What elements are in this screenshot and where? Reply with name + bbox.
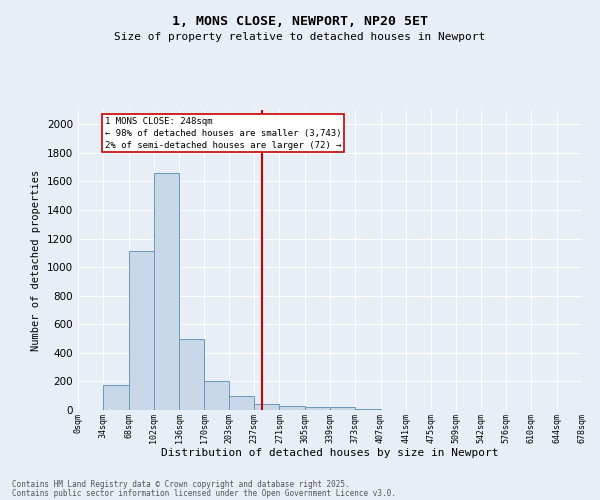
- Text: Size of property relative to detached houses in Newport: Size of property relative to detached ho…: [115, 32, 485, 42]
- Text: 1, MONS CLOSE, NEWPORT, NP20 5ET: 1, MONS CLOSE, NEWPORT, NP20 5ET: [172, 15, 428, 28]
- Bar: [179, 338, 205, 410]
- Bar: [305, 407, 330, 410]
- Text: 1 MONS CLOSE: 248sqm
← 98% of detached houses are smaller (3,743)
2% of semi-det: 1 MONS CLOSE: 248sqm ← 98% of detached h…: [105, 117, 341, 150]
- Bar: [229, 396, 254, 410]
- Bar: [154, 173, 179, 410]
- Text: Contains HM Land Registry data © Crown copyright and database right 2025.: Contains HM Land Registry data © Crown c…: [12, 480, 350, 489]
- Bar: [330, 407, 355, 410]
- Bar: [205, 380, 229, 410]
- X-axis label: Distribution of detached houses by size in Newport: Distribution of detached houses by size …: [161, 448, 499, 458]
- Bar: [280, 406, 305, 410]
- Bar: [355, 408, 380, 410]
- Y-axis label: Number of detached properties: Number of detached properties: [31, 170, 41, 350]
- Bar: [103, 385, 128, 410]
- Bar: [128, 250, 154, 410]
- Text: Contains public sector information licensed under the Open Government Licence v3: Contains public sector information licen…: [12, 488, 396, 498]
- Bar: [254, 404, 280, 410]
